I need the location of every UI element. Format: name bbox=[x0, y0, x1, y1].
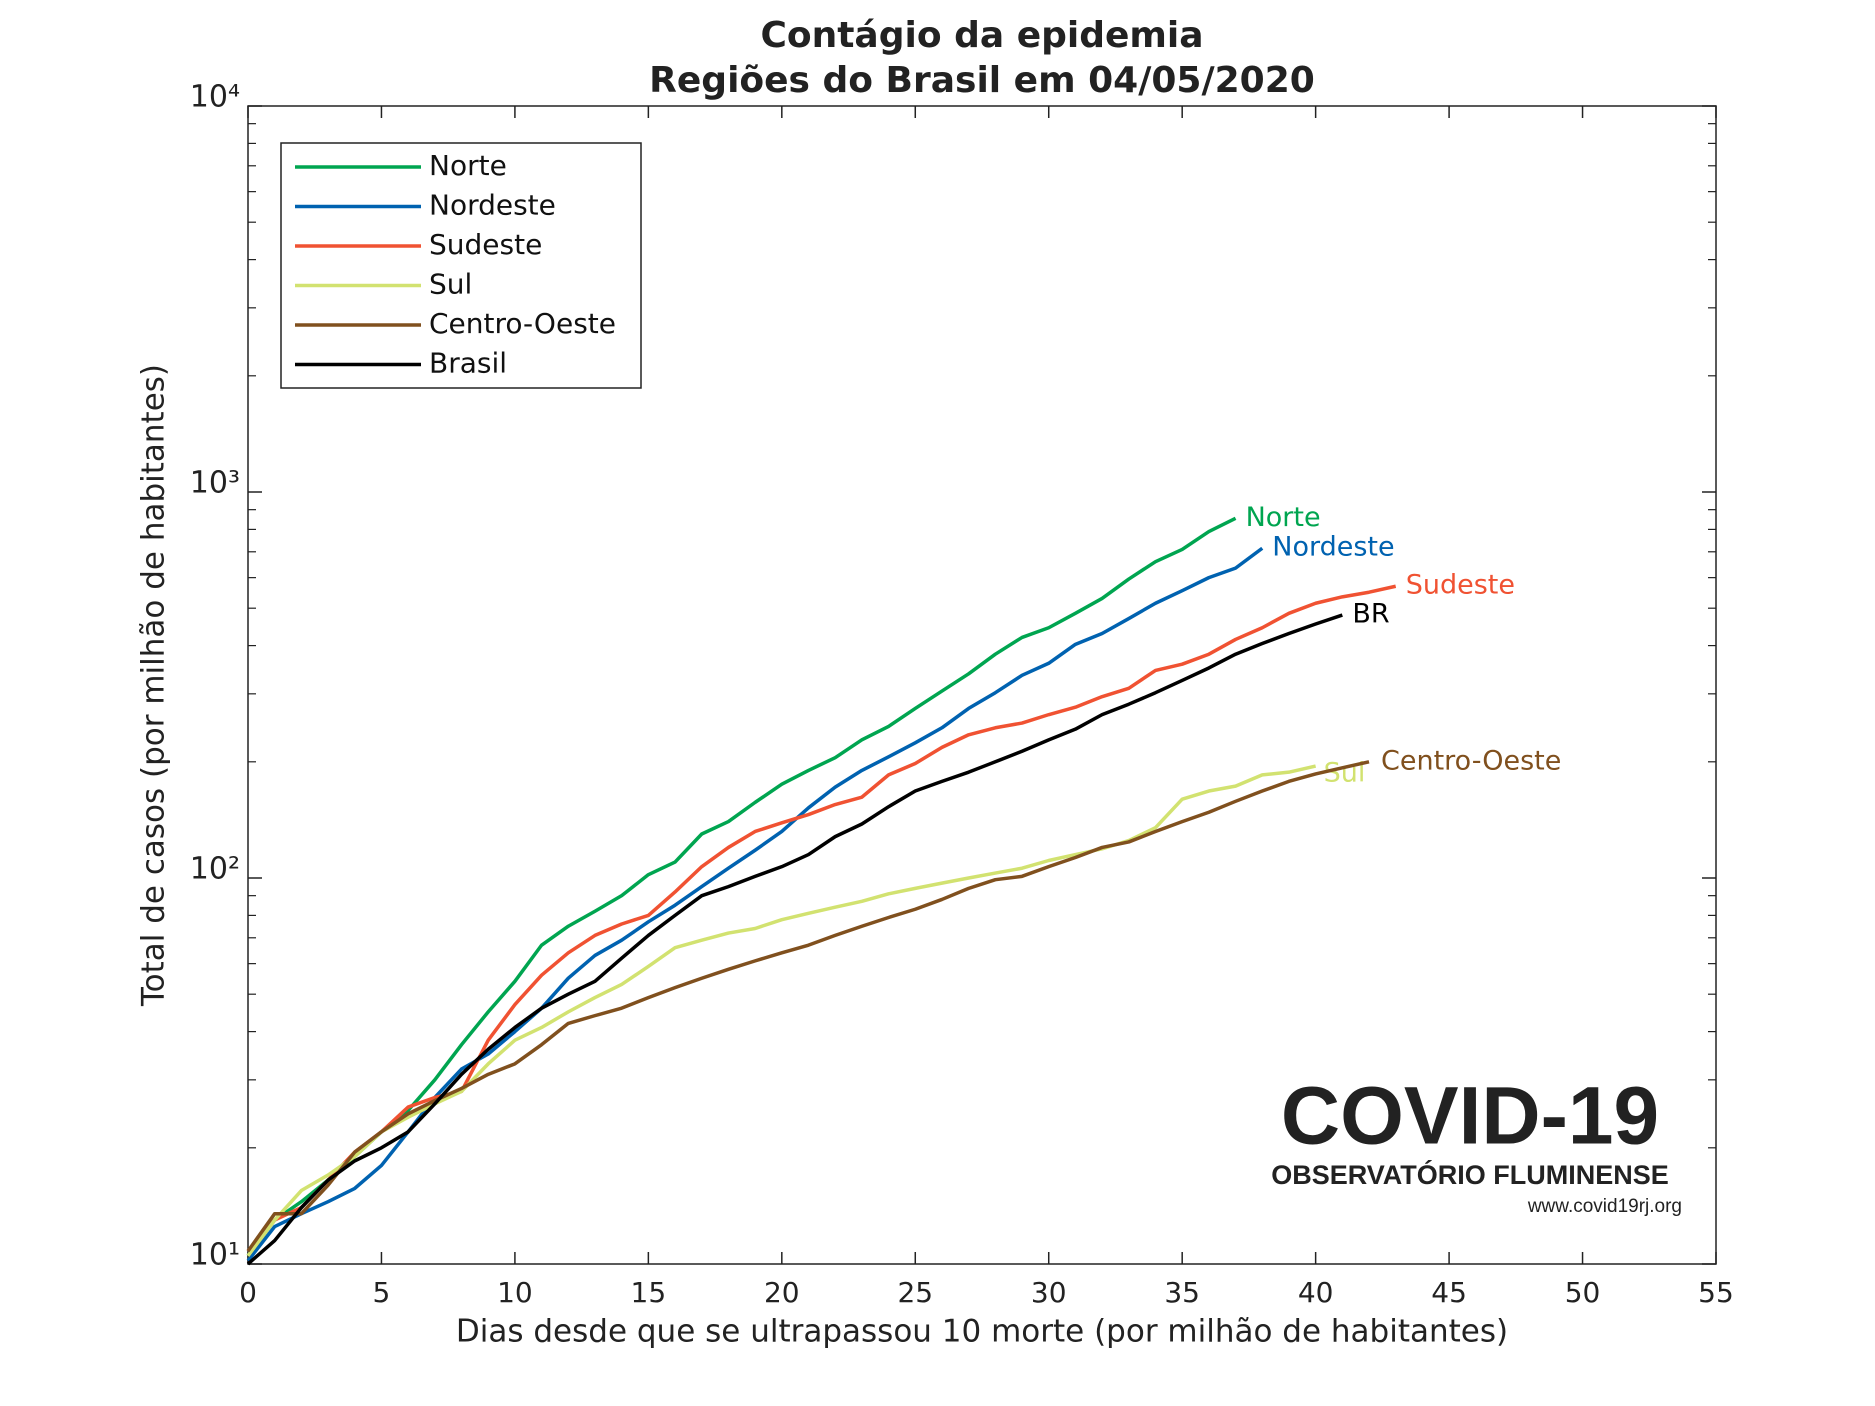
y-tick-label: 10⁴ bbox=[190, 80, 240, 115]
legend-box bbox=[280, 142, 642, 389]
legend-label: Nordeste bbox=[429, 189, 556, 222]
series-line bbox=[246, 613, 1343, 1266]
legend-label: Sudeste bbox=[429, 228, 542, 261]
chart-subtitle: Regiões do Brasil em 04/05/2020 bbox=[649, 60, 1315, 101]
chart-title: Contágio da epidemia bbox=[760, 15, 1203, 56]
logo-subtitle: OBSERVATÓRIO FLUMINENSE bbox=[1271, 1159, 1669, 1190]
x-tick-label: 25 bbox=[897, 1276, 933, 1309]
end-label: Sudeste bbox=[1406, 570, 1515, 601]
x-tick-label: 0 bbox=[239, 1276, 257, 1309]
x-tick-label: 5 bbox=[373, 1276, 391, 1309]
end-label: Nordeste bbox=[1272, 532, 1394, 563]
x-tick-label: 30 bbox=[1031, 1276, 1067, 1309]
x-tick-label: 55 bbox=[1698, 1276, 1734, 1309]
end-label: Centro-Oeste bbox=[1381, 745, 1561, 776]
series-line bbox=[246, 760, 1370, 1253]
legend-label: Centro-Oeste bbox=[429, 307, 616, 340]
x-tick-label: 35 bbox=[1164, 1276, 1200, 1309]
x-tick-label: 15 bbox=[631, 1276, 667, 1309]
logo-url: www.covid19rj.org bbox=[1527, 1196, 1682, 1217]
legend-label: Sul bbox=[429, 268, 472, 301]
logo-title: COVID-19 bbox=[1281, 1071, 1659, 1162]
x-tick-label: 40 bbox=[1298, 1276, 1334, 1309]
y-tick-label: 10³ bbox=[190, 466, 240, 501]
end-label: BR bbox=[1352, 599, 1389, 630]
y-tick-label: 10¹ bbox=[190, 1238, 240, 1273]
x-tick-label: 50 bbox=[1565, 1276, 1601, 1309]
series-line bbox=[246, 764, 1317, 1257]
x-axis-label: Dias desde que se ultrapassou 10 morte (… bbox=[456, 1314, 1508, 1350]
legend-label: Brasil bbox=[429, 347, 507, 380]
y-tick-label: 10² bbox=[190, 852, 240, 887]
x-tick-label: 45 bbox=[1431, 1276, 1467, 1309]
x-tick-label: 10 bbox=[497, 1276, 533, 1309]
end-label: Norte bbox=[1246, 502, 1321, 533]
plot-area bbox=[247, 105, 1717, 1265]
end-label: Sul bbox=[1324, 758, 1366, 789]
y-axis-label: Total de casos (por milhão de habitantes… bbox=[136, 364, 172, 1007]
legend-label: Norte bbox=[429, 149, 507, 182]
x-tick-label: 20 bbox=[764, 1276, 800, 1309]
logo: COVID-19 OBSERVATÓRIO FLUMINENSE www.cov… bbox=[1271, 1071, 1682, 1217]
